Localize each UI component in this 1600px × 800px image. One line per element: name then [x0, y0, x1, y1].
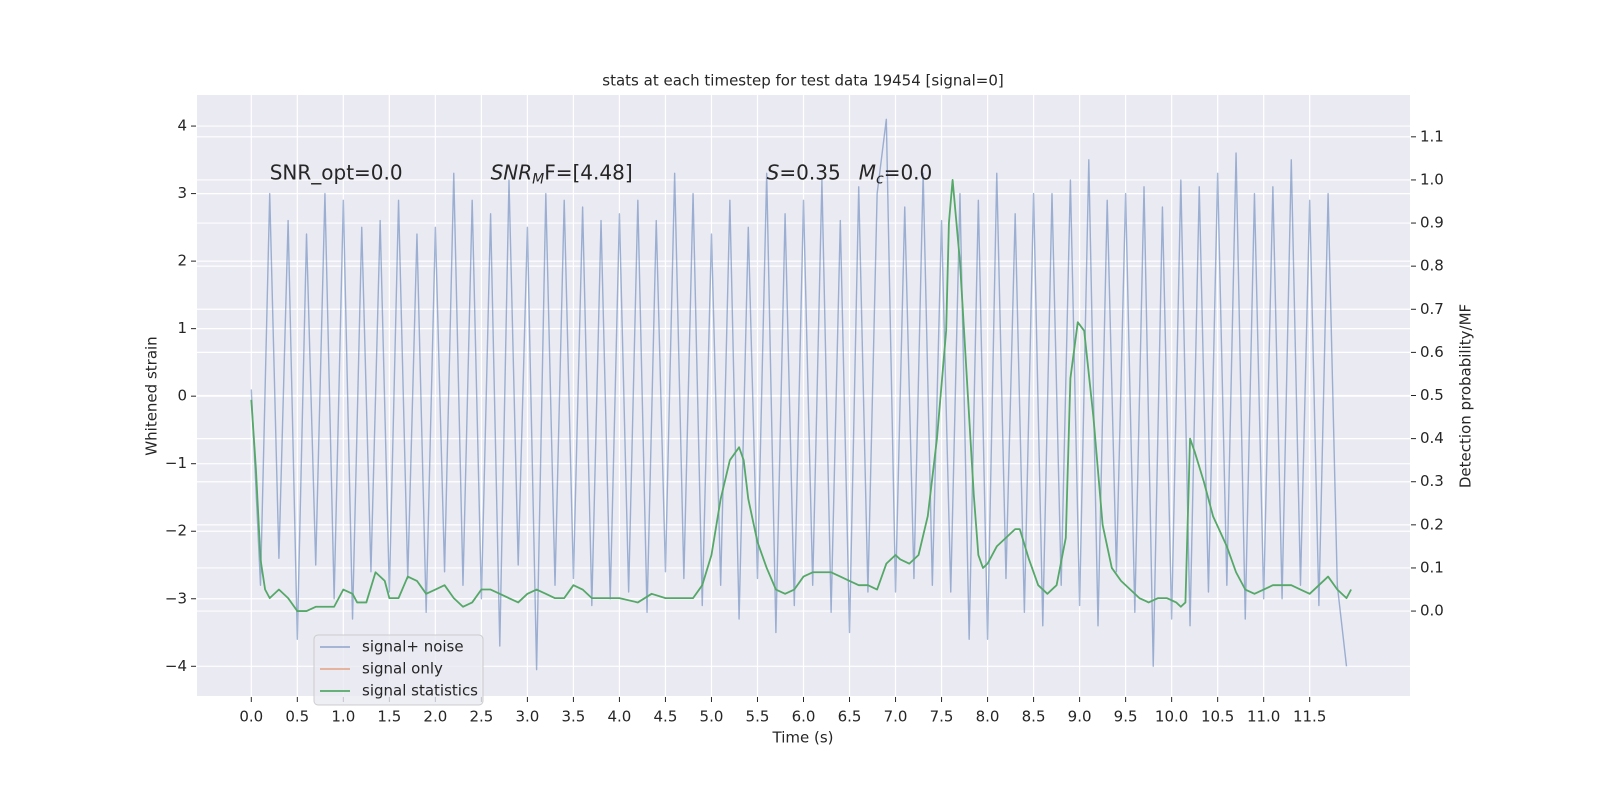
- y2-tick-label: 0.7: [1420, 300, 1444, 318]
- marks: [250, 118, 1352, 671]
- x-tick-label: 9.5: [1114, 708, 1138, 726]
- annotation: SNRMF=[4.48]: [491, 160, 633, 188]
- y-tick-label: −2: [165, 522, 187, 540]
- x-tick-label: 6.0: [792, 708, 816, 726]
- x-tick-label: 1.0: [331, 708, 355, 726]
- x-axis-label: Time (s): [772, 729, 834, 747]
- y-tick-label: −1: [165, 454, 187, 472]
- x-tick-label: 2.0: [423, 708, 447, 726]
- annotation-part: SNR: [491, 160, 533, 184]
- series-line: [250, 118, 1348, 671]
- annotation: Mc=0.0: [859, 160, 933, 188]
- x-tick-label: 4.5: [654, 708, 678, 726]
- x-tick-label: 2.5: [469, 708, 493, 726]
- legend-label: signal statistics: [362, 682, 478, 700]
- y2-tick-label: 1.0: [1420, 170, 1444, 188]
- y-tick-label: 0: [177, 387, 187, 405]
- y2-tick-label: 0.4: [1420, 429, 1444, 447]
- x-tick-label: 6.5: [838, 708, 862, 726]
- x-tick-label: 10.5: [1201, 708, 1234, 726]
- y-tick-label: 1: [177, 319, 187, 337]
- y-tick-label: 3: [177, 184, 187, 202]
- y2-tick-label: 0.5: [1420, 386, 1444, 404]
- x-tick-label: 8.5: [1022, 708, 1046, 726]
- annotation-part: S: [767, 160, 780, 184]
- y-axis-label: Whitened strain: [143, 336, 161, 455]
- x-tick-label: 9.0: [1068, 708, 1092, 726]
- x-tick-label: 8.0: [976, 708, 1000, 726]
- y-tick-label: 2: [177, 252, 187, 270]
- x-tick-label: 7.0: [884, 708, 908, 726]
- x-tick-label: 3.5: [561, 708, 585, 726]
- legend-frame: [313, 634, 484, 706]
- annotation: SNR_opt=0.0: [270, 160, 403, 184]
- y-tick-label: −4: [165, 657, 187, 675]
- x-tick-label: 7.5: [930, 708, 954, 726]
- annotation-part: F=[4.48]: [544, 160, 632, 184]
- x-tick-label: 4.0: [608, 708, 632, 726]
- annotation-part: M: [859, 160, 876, 184]
- x-tick-label: 5.5: [746, 708, 770, 726]
- legend-label: signal only: [362, 660, 443, 678]
- y2-tick-label: 0.0: [1420, 602, 1444, 620]
- y2-axis-label: Detection probability/MF: [1457, 304, 1475, 488]
- series-line: [250, 179, 1352, 612]
- y2-tick-label: 0.9: [1420, 214, 1444, 232]
- annotation-part: SNR_opt=0.0: [270, 160, 403, 184]
- y2-tick-label: 0.1: [1420, 558, 1444, 576]
- legend-label: signal+ noise: [362, 638, 464, 656]
- annotation: S=0.35: [767, 160, 841, 184]
- x-tick-label: 0.0: [239, 708, 263, 726]
- y2-tick-label: 0.6: [1420, 343, 1444, 361]
- annotation-part: =0.0: [884, 160, 933, 184]
- y2-tick-label: 0.2: [1420, 515, 1444, 533]
- x-tick-label: 11.5: [1293, 708, 1326, 726]
- x-tick-label: 10.0: [1155, 708, 1188, 726]
- y-tick-label: −3: [165, 589, 187, 607]
- y2-tick-label: 1.1: [1420, 127, 1444, 145]
- annotation-part: =0.35: [779, 160, 840, 184]
- x-tick-label: 0.5: [285, 708, 309, 726]
- x-tick-label: 1.5: [377, 708, 401, 726]
- x-tick-label: 5.0: [700, 708, 724, 726]
- annotation-part: c: [876, 171, 884, 187]
- x-tick-label: 11.0: [1247, 708, 1280, 726]
- x-tick-label: 3.0: [515, 708, 539, 726]
- annotation-part: M: [532, 171, 544, 187]
- y2-tick-label: 0.3: [1420, 472, 1444, 490]
- chart-title: stats at each timestep for test data 194…: [602, 72, 1003, 90]
- y2-tick-label: 0.8: [1420, 257, 1444, 275]
- y-tick-label: 4: [177, 117, 187, 135]
